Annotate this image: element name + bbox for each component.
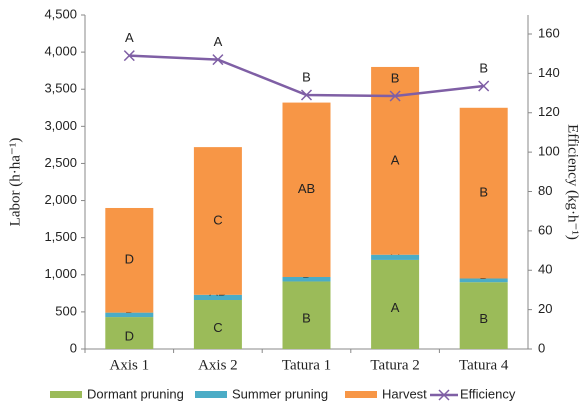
y2-tick-label: 100 <box>538 144 560 159</box>
y-tick-label: 0 <box>70 340 77 355</box>
x-tick-label: Tatura 1 <box>282 357 331 373</box>
legend-swatch <box>195 391 227 398</box>
y2-tick-label: 160 <box>538 25 560 40</box>
legend-label: Harvest <box>382 386 427 401</box>
bar-segment <box>459 278 508 283</box>
y-tick-label: 1,000 <box>44 266 77 281</box>
significance-letter: A <box>214 34 223 49</box>
legend-label: Efficiency <box>460 386 516 401</box>
significance-letter: C <box>213 212 222 227</box>
y2-axis-title: Efficiency (kg·h⁻¹) <box>565 124 581 240</box>
y2-tick-label: 140 <box>538 65 560 80</box>
bar-segment <box>282 277 331 282</box>
y-tick-label: 500 <box>55 303 77 318</box>
x-tick-label: Tatura 4 <box>459 357 509 373</box>
significance-letter: A <box>391 152 400 167</box>
y2-tick-label: 80 <box>538 183 552 198</box>
bar-segment <box>371 66 420 255</box>
bar-segment <box>371 254 420 260</box>
x-tick-label: Axis 1 <box>110 357 150 373</box>
y-tick-label: 1,500 <box>44 229 77 244</box>
y-axis-title: Labor (h·ha⁻¹) <box>7 138 23 227</box>
bar-segment <box>371 259 420 349</box>
bar-segment <box>193 294 242 301</box>
bar-segment <box>193 300 242 349</box>
significance-letter: B <box>302 69 311 84</box>
bar-segment <box>105 207 154 313</box>
marker <box>478 80 490 92</box>
legend-swatch <box>50 391 82 398</box>
legend-label: Summer pruning <box>232 386 328 401</box>
significance-letter: B <box>391 70 400 85</box>
marker <box>123 50 135 62</box>
y2-tick-label: 60 <box>538 222 552 237</box>
legend-marker <box>438 389 450 401</box>
y2-tick-label: 120 <box>538 104 560 119</box>
x-tick-label: Axis 2 <box>198 357 238 373</box>
bar-segment <box>459 107 508 279</box>
significance-letter: B <box>479 185 488 200</box>
bar-segment <box>282 102 331 278</box>
y-tick-label: 4,500 <box>44 6 77 21</box>
bar-segment <box>105 312 154 318</box>
significance-letter: C <box>213 320 222 335</box>
y-tick-label: 4,000 <box>44 44 77 59</box>
bar-segment <box>193 147 242 295</box>
marker <box>300 89 313 101</box>
significance-letter: B <box>302 311 311 326</box>
y-tick-label: 2,500 <box>44 155 77 170</box>
y-tick-label: 2,000 <box>44 192 77 207</box>
y-tick-label: 3,500 <box>44 81 77 96</box>
bar-segment <box>105 317 154 349</box>
significance-letter: B <box>479 60 488 75</box>
x-tick-label: Tatura 2 <box>370 357 419 373</box>
significance-letter: B <box>479 311 488 326</box>
significance-letter: A <box>125 30 134 45</box>
y-tick-label: 3,000 <box>44 118 77 133</box>
y2-tick-label: 0 <box>538 340 545 355</box>
marker <box>212 54 224 66</box>
legend-label: Dormant pruning <box>87 386 184 401</box>
significance-letter: D <box>125 328 134 343</box>
legend-swatch <box>345 391 377 398</box>
bar-segment <box>282 281 331 349</box>
y2-tick-label: 40 <box>538 262 552 277</box>
y2-tick-label: 20 <box>538 301 552 316</box>
significance-letter: D <box>125 252 134 267</box>
significance-letter: A <box>391 300 400 315</box>
bar-segment <box>459 282 508 349</box>
marker <box>389 90 401 102</box>
significance-letter: AB <box>298 181 315 196</box>
